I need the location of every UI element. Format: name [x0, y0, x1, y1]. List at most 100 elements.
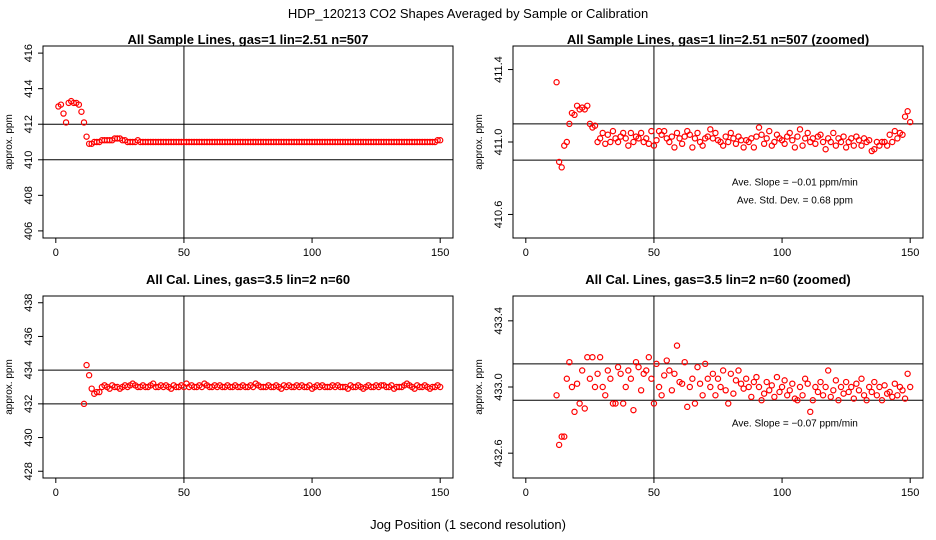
data-point — [727, 370, 735, 377]
data-point — [791, 144, 799, 151]
data-point — [625, 142, 632, 149]
chart-panel-1: All Sample Lines, gas=1 lin=2.51 n=507 0 5… — [4, 32, 454, 259]
data-point — [617, 370, 624, 377]
data-point — [768, 382, 776, 389]
data-point — [822, 146, 829, 153]
y-tick-label: 414 — [23, 79, 35, 97]
data-point — [794, 133, 801, 140]
y-tick-label: 433.0 — [493, 373, 505, 401]
data-point — [753, 373, 760, 381]
data-point — [778, 383, 786, 391]
data-point — [883, 142, 891, 149]
data-point — [609, 127, 617, 135]
data-point — [704, 375, 711, 382]
x-tick-label: 0 — [523, 247, 529, 259]
data-point — [648, 127, 655, 135]
chart-panels: All Sample Lines, gas=1 lin=2.51 n=507 0 5… — [4, 32, 924, 499]
data-point — [660, 372, 668, 379]
data-point — [819, 392, 827, 399]
data-point — [586, 375, 594, 382]
data-point — [804, 380, 811, 387]
data-point — [771, 138, 778, 146]
data-point — [789, 136, 796, 144]
y-tick-label: 436 — [23, 327, 35, 345]
data-point — [668, 387, 676, 394]
data-point — [75, 101, 83, 108]
data-point — [712, 129, 719, 137]
data-point — [822, 383, 829, 391]
data-point — [614, 138, 622, 146]
data-point — [904, 370, 911, 377]
data-point — [648, 375, 655, 382]
data-point — [840, 133, 847, 140]
y-tick-label: 432 — [23, 395, 35, 413]
data-point — [684, 403, 691, 411]
x-tick-label: 50 — [178, 487, 190, 499]
y-tick-label: 438 — [23, 294, 35, 312]
data-point — [699, 392, 706, 399]
data-point — [860, 392, 868, 399]
data-point — [619, 129, 627, 137]
y-tick-label: 410.6 — [493, 201, 505, 229]
data-point — [622, 135, 629, 142]
data-point — [663, 357, 670, 364]
data-point — [689, 375, 696, 382]
data-point — [599, 383, 606, 391]
data-point — [581, 405, 588, 412]
y-tick-label: 432.6 — [493, 439, 505, 467]
data-point — [609, 400, 617, 407]
y-axis-label: approx. ppm — [4, 114, 15, 170]
data-point — [712, 392, 719, 399]
x-tick-label: 100 — [303, 487, 321, 499]
data-point — [88, 385, 95, 392]
data-point — [750, 144, 758, 151]
data-point — [835, 397, 842, 404]
data-point — [666, 138, 673, 146]
data-point — [619, 400, 627, 407]
y-axis-label: approx. ppm — [474, 359, 485, 415]
data-point — [799, 142, 806, 149]
figure-main-title: HDP_120213 CO2 Shapes Averaged by Sample… — [288, 6, 648, 21]
data-point — [671, 370, 678, 377]
data-point — [701, 360, 709, 368]
data-point — [827, 393, 834, 401]
x-tick-label: 50 — [178, 247, 190, 259]
data-point — [691, 400, 699, 407]
data-point — [60, 110, 67, 117]
data-point — [558, 433, 565, 440]
data-point — [737, 380, 745, 387]
data-point — [571, 111, 578, 119]
data-point — [865, 383, 873, 391]
data-point — [612, 400, 619, 407]
chart-panel-3: All Cal. Lines, gas=3.5 lin=2 n=60 0 50 100… — [4, 272, 454, 499]
data-point — [630, 138, 637, 146]
y-tick-label: 416 — [23, 44, 35, 62]
data-point — [899, 387, 906, 394]
data-point — [627, 129, 635, 137]
data-point — [807, 408, 814, 416]
panel-title: All Sample Lines, gas=1 lin=2.51 n=507 (… — [567, 32, 869, 47]
plot-frame — [42, 45, 454, 239]
data-point — [689, 144, 696, 151]
data-point — [732, 377, 740, 384]
data-point — [740, 144, 747, 151]
data-point — [635, 363, 642, 371]
data-point — [742, 375, 750, 382]
data-point — [873, 392, 881, 399]
data-point — [755, 124, 763, 131]
x-tick-label: 150 — [431, 487, 449, 499]
data-point — [776, 388, 783, 396]
y-tick-label: 408 — [23, 186, 35, 204]
data-point — [650, 400, 658, 407]
data-point — [817, 131, 824, 138]
data-point — [794, 397, 801, 404]
data-point — [763, 378, 770, 386]
data-point — [83, 133, 90, 140]
data-point — [722, 387, 729, 394]
data-point — [809, 397, 817, 404]
data-point — [678, 380, 686, 387]
data-point — [819, 138, 827, 146]
panel-title: All Sample Lines, gas=1 lin=2.51 n=507 — [128, 32, 369, 47]
data-point — [561, 433, 568, 440]
